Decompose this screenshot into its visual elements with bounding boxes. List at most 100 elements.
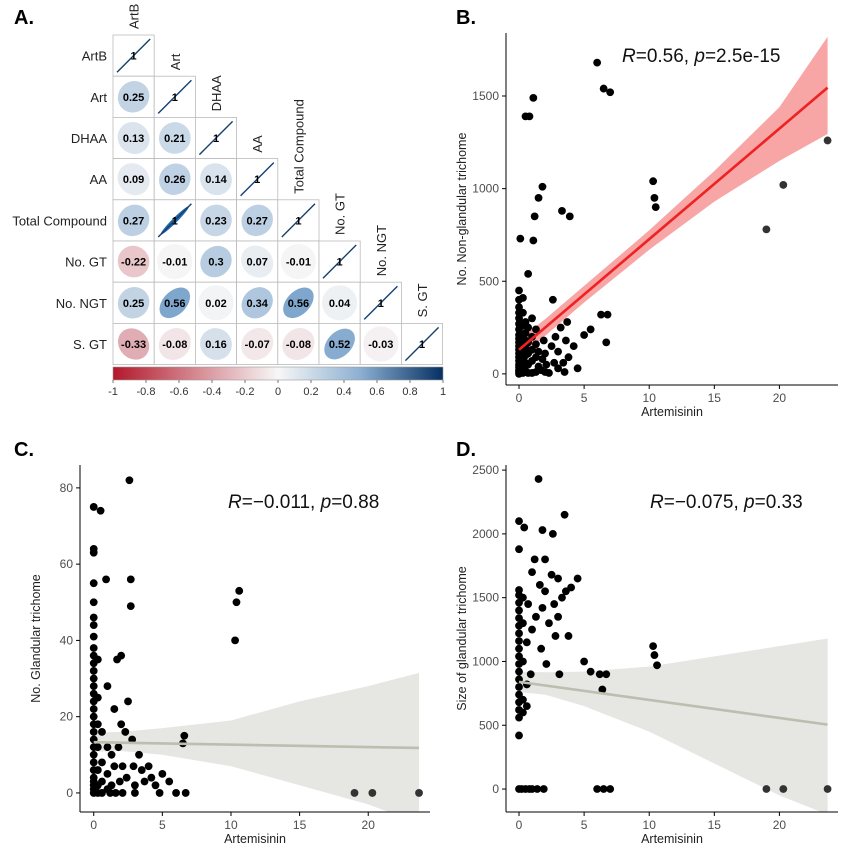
diagonal-ellipse [198,120,234,156]
data-point [528,314,536,323]
data-point [547,342,556,350]
cell-value: 0.04 [329,298,351,310]
y-tick-label: 20 [60,710,74,724]
data-point [158,769,167,778]
annotation-r-label: R [228,492,242,513]
data-point [530,212,539,221]
data-point [122,773,131,782]
cell-value: 1 [419,339,425,351]
data-point [602,338,611,347]
regression-line [518,86,829,351]
cell-value: 1 [213,133,219,145]
row-label: AA [90,172,108,187]
data-point [599,785,608,793]
data-point [515,303,523,312]
data-point [235,586,244,595]
data-point [569,342,578,350]
data-point [529,93,538,102]
column-label: ArtB [127,4,142,29]
data-point [519,695,527,704]
data-point [89,548,98,557]
diagonal-ellipse [281,203,316,238]
correlation-ellipse [117,328,150,360]
cell-value: 0.34 [246,298,268,310]
data-point [653,661,661,670]
y-tick-label: 0 [492,782,499,796]
cell-value: 0.56 [288,298,309,310]
data-point [554,347,562,356]
column-label: DHAA [209,75,224,111]
data-point [519,657,527,666]
data-point [515,286,523,295]
correlation-ellipse [200,328,232,360]
correlation-annotation: R=0.56, p=2.5e-15 [622,46,781,67]
row-label: Art [90,90,107,105]
data-point [565,212,574,221]
data-point [515,637,523,645]
data-point [779,181,788,189]
data-point [573,574,582,583]
annotation-r-value: =0.56, [636,46,695,67]
data-point [93,693,102,702]
data-point [563,318,572,326]
data-point [519,308,527,317]
data-point [89,750,98,759]
data-point [155,789,164,797]
data-point [144,762,153,771]
y-tick-label: 2000 [472,527,499,541]
data-point [131,781,139,790]
cell-value: 0.09 [123,174,144,186]
data-point [93,720,102,729]
data-point [515,586,523,594]
data-point [515,644,523,653]
data-point [522,638,531,647]
data-point [125,476,134,485]
data-point [519,619,527,628]
data-point [528,345,536,354]
data-point [126,602,135,610]
diagonal-ellipse [157,79,192,114]
column-label: S. GT [415,283,430,317]
cell-value: 0.13 [123,133,144,145]
annotation-p-value: =0.33 [755,492,803,513]
cell-value: 0.07 [246,257,267,269]
data-point [573,364,582,373]
cell-value: 0.25 [123,92,144,104]
data-point [556,323,565,332]
data-point [567,583,575,592]
row-label: No. GT [65,255,107,270]
data-point [117,720,126,729]
data-point [526,670,535,679]
diagonal-ellipse [404,326,440,362]
annotation-p-label: p [320,492,332,513]
diagonal-ellipse [363,285,398,320]
panel-label: D. [456,439,476,461]
correlation-ellipse [158,327,191,361]
data-point [551,332,560,341]
data-point [181,789,190,797]
column-label: Total Compound [291,99,306,194]
correlation-ellipse [321,285,358,321]
regression-line [93,740,420,750]
data-point [515,314,523,323]
y-axis-title: No. Glandular trichome [29,574,43,703]
y-tick-label: 1500 [472,591,499,605]
colorbar-tick-label: -0.8 [137,386,156,398]
data-point [107,750,116,759]
data-point [535,581,544,589]
data-point [524,323,533,332]
row-label: DHAA [71,131,107,146]
x-tick-label: 20 [362,818,376,832]
data-point [564,632,573,640]
colorbar-tick-label: -0.2 [236,386,255,398]
data-point [103,743,112,752]
correlation-ellipse [117,287,150,319]
data-point [519,593,527,602]
data-point [135,750,143,759]
data-point [96,506,105,515]
correlation-ellipse [280,243,316,280]
confidence-band [519,638,828,812]
x-axis-title: Artemisinin [641,832,703,846]
cell-value: 0.21 [164,133,185,145]
